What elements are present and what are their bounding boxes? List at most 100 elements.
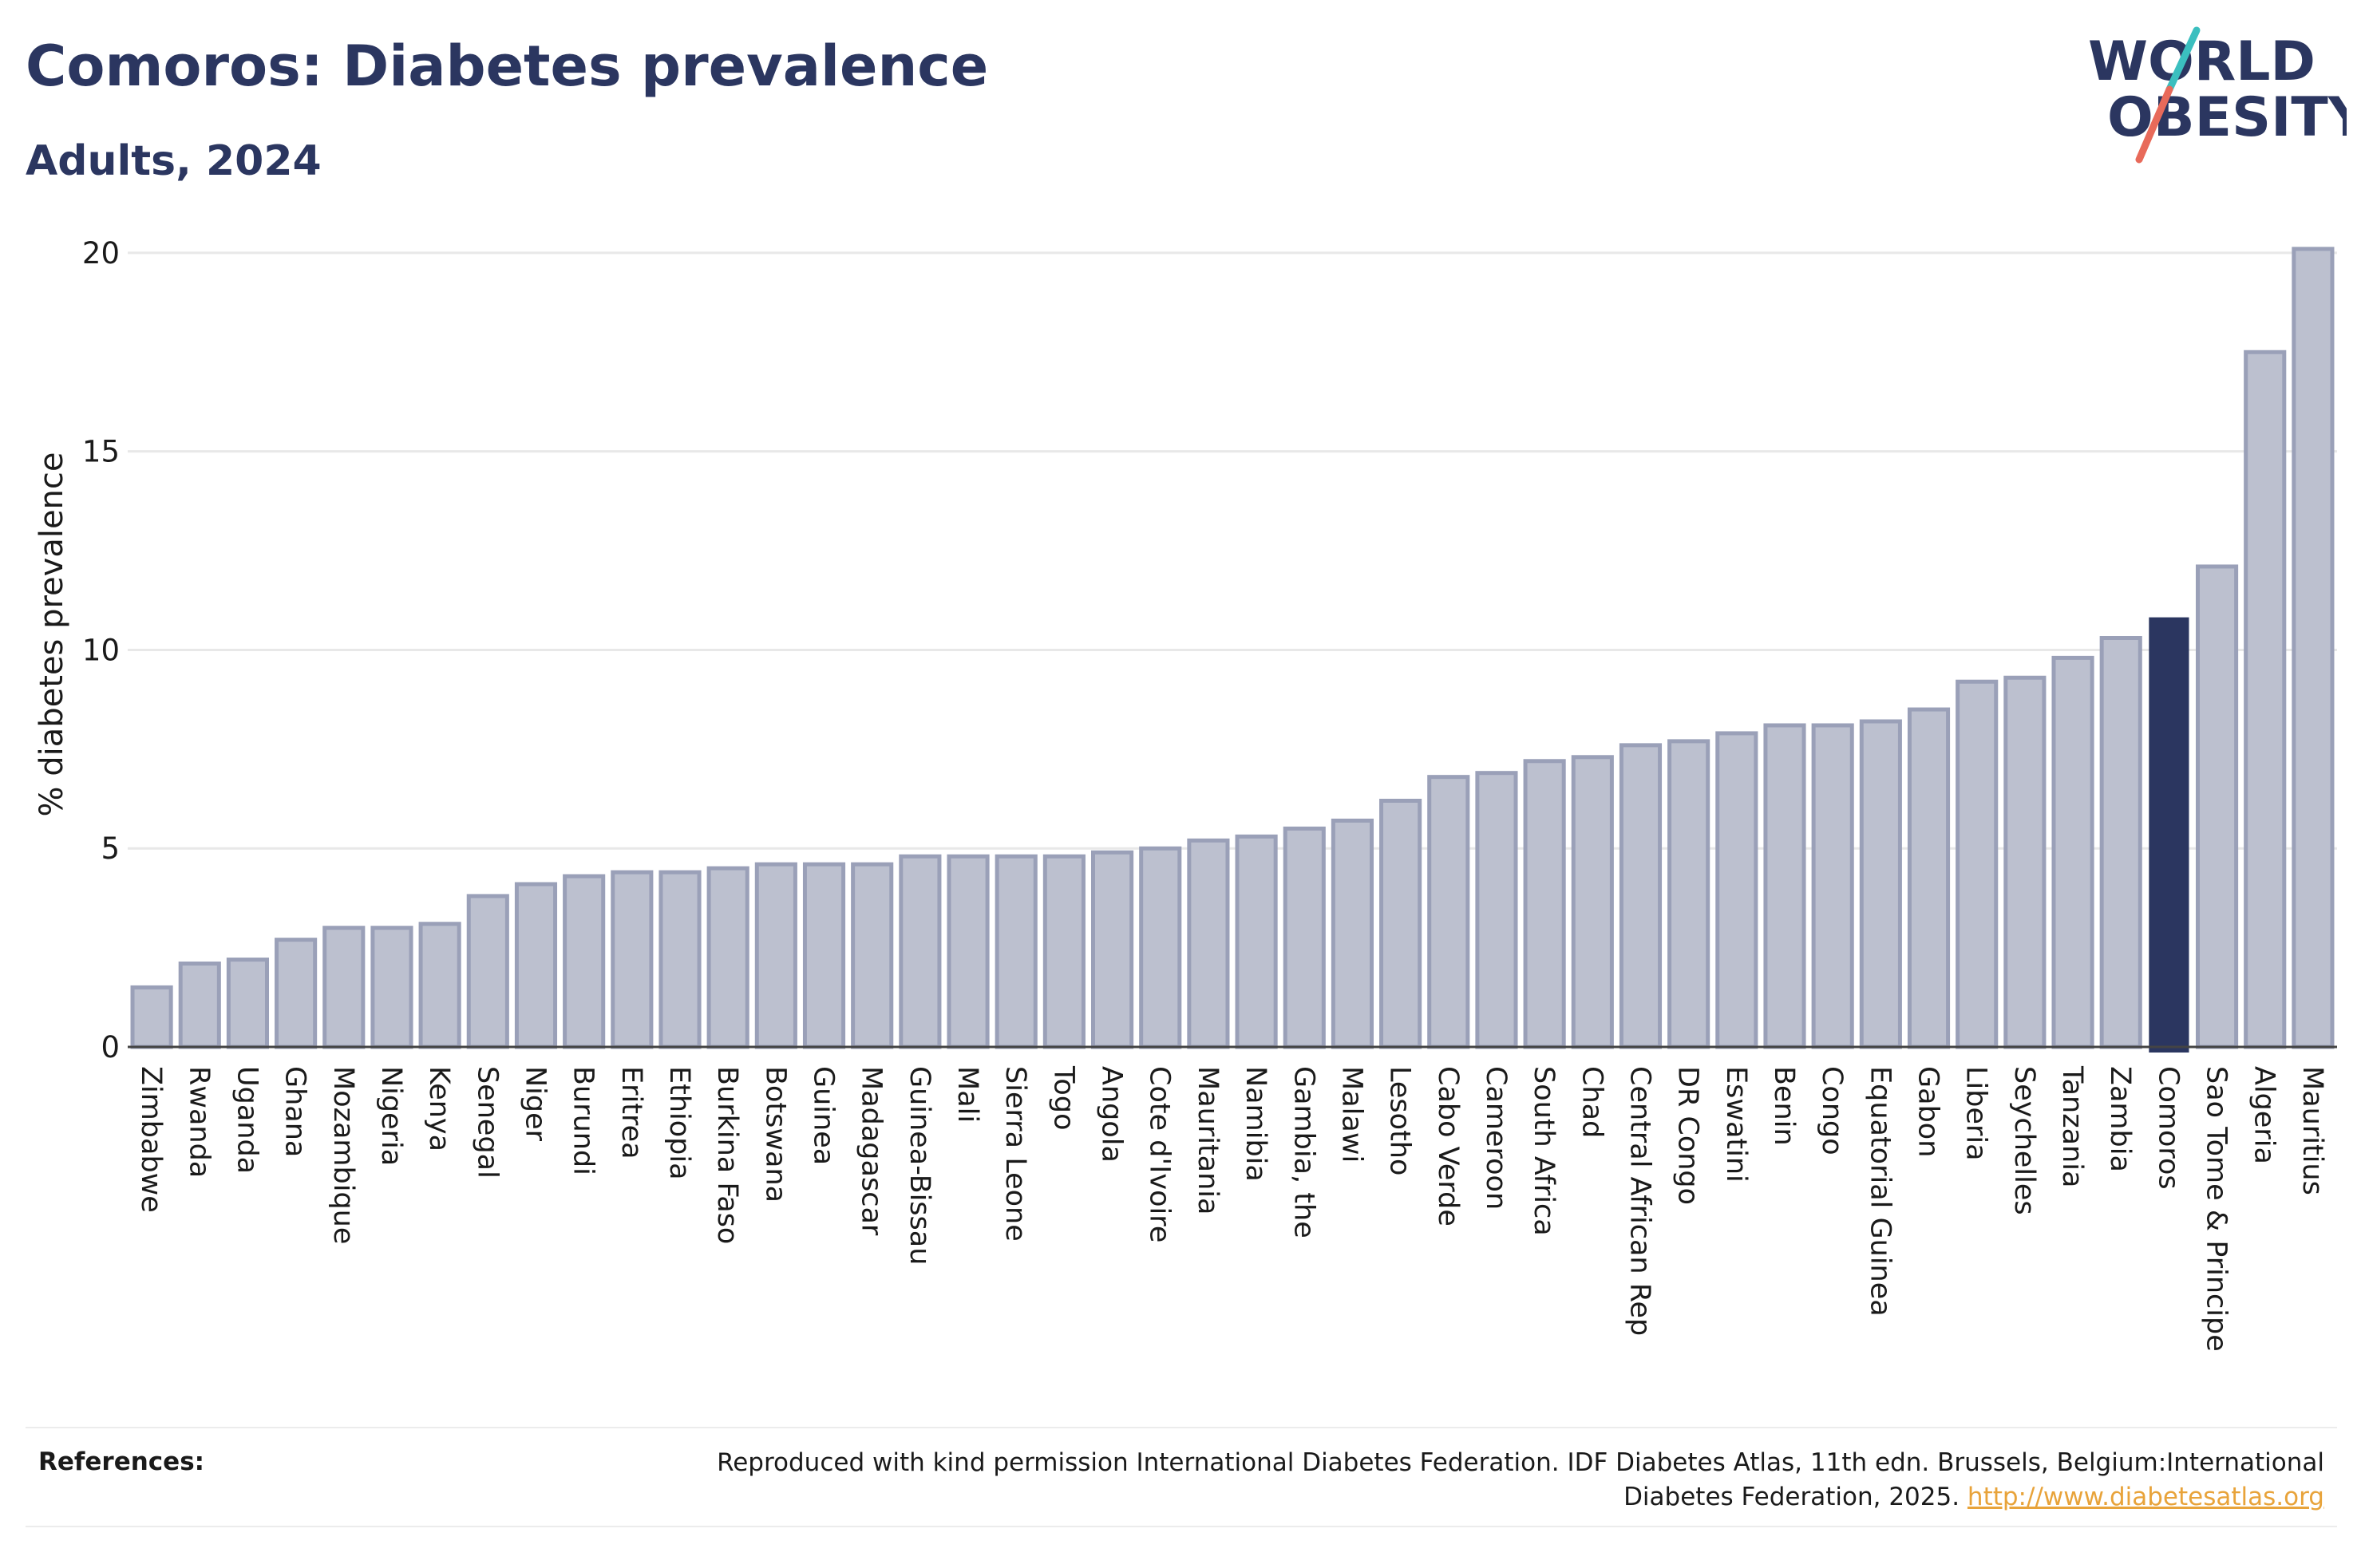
x-tick-label: Comoros xyxy=(2152,1066,2184,1190)
x-tick-label: Mali xyxy=(951,1066,983,1123)
x-tick-label: Namibia xyxy=(1240,1066,1271,1182)
bar-namibia xyxy=(1235,834,1278,1049)
bar-madagascar xyxy=(851,862,894,1049)
chart-title: Comoros: Diabetes prevalence xyxy=(26,34,989,99)
x-tick-label: Congo xyxy=(1816,1066,1848,1155)
bar-eritrea xyxy=(611,870,654,1049)
bar-liberia xyxy=(1956,679,1999,1049)
bars xyxy=(130,247,2335,1053)
x-tick-label: South Africa xyxy=(1528,1066,1560,1236)
bar-algeria xyxy=(2244,350,2287,1049)
bar-chart: 0 5 10 15 20 Zimbabwe Rwanda Uganda Ghana Mozamb… xyxy=(34,236,2337,1352)
bar-mali xyxy=(947,854,990,1049)
bar-cote-d-ivoire xyxy=(1139,846,1182,1049)
x-tick-label: Uganda xyxy=(231,1066,263,1174)
bar-niger xyxy=(514,882,558,1049)
bar-chad xyxy=(1571,755,1614,1049)
logo-slash-top xyxy=(2165,26,2201,93)
bar-guinea-bissau xyxy=(899,854,942,1049)
x-tick-label: Guinea-Bissau xyxy=(904,1066,935,1265)
bar-central-african-rep xyxy=(1619,743,1663,1049)
bar-benin xyxy=(1763,723,1806,1049)
x-tick-label: Togo xyxy=(1047,1065,1079,1130)
x-tick-label: Tanzania xyxy=(2056,1065,2088,1187)
x-tick-label: Gambia, the xyxy=(1287,1066,1319,1238)
references-label: References: xyxy=(38,1448,205,1476)
bar-zambia xyxy=(2099,636,2142,1049)
bar-tanzania xyxy=(2051,655,2094,1049)
bar-mauritius xyxy=(2292,247,2335,1049)
bar-senegal xyxy=(466,894,509,1049)
references-text: Reproduced with kind permission Internat… xyxy=(632,1446,2324,1515)
references-citation: Reproduced with kind permission Internat… xyxy=(717,1448,2324,1511)
bar-comoros xyxy=(2149,617,2189,1053)
x-tick-label: Ethiopia xyxy=(663,1066,695,1180)
x-tick-label: Malawi xyxy=(1335,1066,1367,1163)
x-tick-label: Ghana xyxy=(279,1066,311,1157)
x-tick-label: Cabo Verde xyxy=(1432,1066,1464,1226)
bar-kenya xyxy=(418,922,461,1049)
x-tick-label: Chad xyxy=(1576,1066,1608,1138)
logo-slash-bottom xyxy=(2135,85,2173,164)
bar-sierra-leone xyxy=(995,854,1038,1049)
bar-nigeria xyxy=(370,926,413,1049)
bar-uganda xyxy=(226,958,270,1049)
bar-burkina-faso xyxy=(706,866,749,1049)
bar-congo xyxy=(1811,723,1854,1049)
bar-sao-tome-principe xyxy=(2195,564,2239,1049)
x-tick-label: Central African Rep xyxy=(1623,1066,1655,1336)
bar-burundi xyxy=(563,874,606,1049)
x-tick-label: Algeria xyxy=(2248,1066,2280,1164)
bar-cabo-verde xyxy=(1427,775,1470,1049)
x-tick-label: Eswatini xyxy=(1720,1066,1752,1183)
x-tick-label: Guinea xyxy=(808,1066,840,1165)
x-tick-label: Zimbabwe xyxy=(135,1066,167,1213)
bar-guinea xyxy=(802,862,846,1049)
x-tick-label: Gabon xyxy=(1912,1066,1944,1157)
bar-gambia-the xyxy=(1283,826,1326,1049)
references-link[interactable]: http://www.diabetesatlas.org xyxy=(1967,1483,2324,1511)
x-tick-label: Niger xyxy=(519,1066,551,1142)
bar-south-africa xyxy=(1523,759,1566,1049)
x-tick-label: Burundi xyxy=(568,1066,599,1175)
axes: 0 5 10 15 20 xyxy=(82,236,2337,1064)
x-tick-label: Seychelles xyxy=(2008,1066,2040,1215)
bar-rwanda xyxy=(178,962,221,1049)
category-labels: Zimbabwe Rwanda Uganda Ghana Mozambique Niger… xyxy=(135,1065,2328,1352)
y-tick-label: 10 xyxy=(82,633,120,667)
y-tick-label: 20 xyxy=(82,236,120,271)
x-tick-label: Burkina Faso xyxy=(711,1066,743,1244)
bar-cameroon xyxy=(1475,771,1518,1049)
bar-malawi xyxy=(1331,818,1374,1049)
bar-seychelles xyxy=(2003,675,2047,1049)
x-tick-label: Nigeria xyxy=(375,1066,407,1166)
logo-text-world: WORLD xyxy=(2088,30,2316,93)
x-tick-label: Mozambique xyxy=(327,1066,359,1244)
references-panel: References: Reproduced with kind permiss… xyxy=(26,1427,2337,1527)
bar-gabon xyxy=(1907,707,1951,1049)
x-tick-label: Angola xyxy=(1096,1066,1128,1163)
bar-dr-congo xyxy=(1667,739,1710,1049)
bar-angola xyxy=(1090,850,1134,1049)
x-tick-label: Liberia xyxy=(1960,1066,1992,1161)
x-tick-label: Equatorial Guinea xyxy=(1864,1066,1896,1317)
y-tick-label: 0 xyxy=(101,1030,120,1064)
bar-ethiopia xyxy=(658,870,702,1049)
x-tick-label: Zambia xyxy=(2104,1066,2136,1172)
x-tick-label: Sierra Leone xyxy=(999,1066,1031,1242)
bar-togo xyxy=(1042,854,1086,1049)
y-tick-label: 5 xyxy=(101,831,120,866)
bar-mauritania xyxy=(1187,838,1230,1049)
x-tick-label: Benin xyxy=(1768,1066,1800,1146)
x-tick-label: Mauritius xyxy=(2296,1066,2328,1195)
bar-ghana xyxy=(275,938,318,1049)
x-tick-label: Sao Tome & Principe xyxy=(2201,1066,2232,1352)
y-tick-label: 15 xyxy=(82,435,120,469)
x-tick-label: Cote d'Ivoire xyxy=(1144,1066,1176,1242)
x-tick-label: Mauritania xyxy=(1192,1066,1224,1215)
bar-equatorial-guinea xyxy=(1859,719,1902,1049)
bar-zimbabwe xyxy=(130,985,173,1049)
x-tick-label: Rwanda xyxy=(183,1066,215,1178)
chart-subtitle: Adults, 2024 xyxy=(26,137,322,185)
x-tick-label: Cameroon xyxy=(1480,1066,1512,1210)
